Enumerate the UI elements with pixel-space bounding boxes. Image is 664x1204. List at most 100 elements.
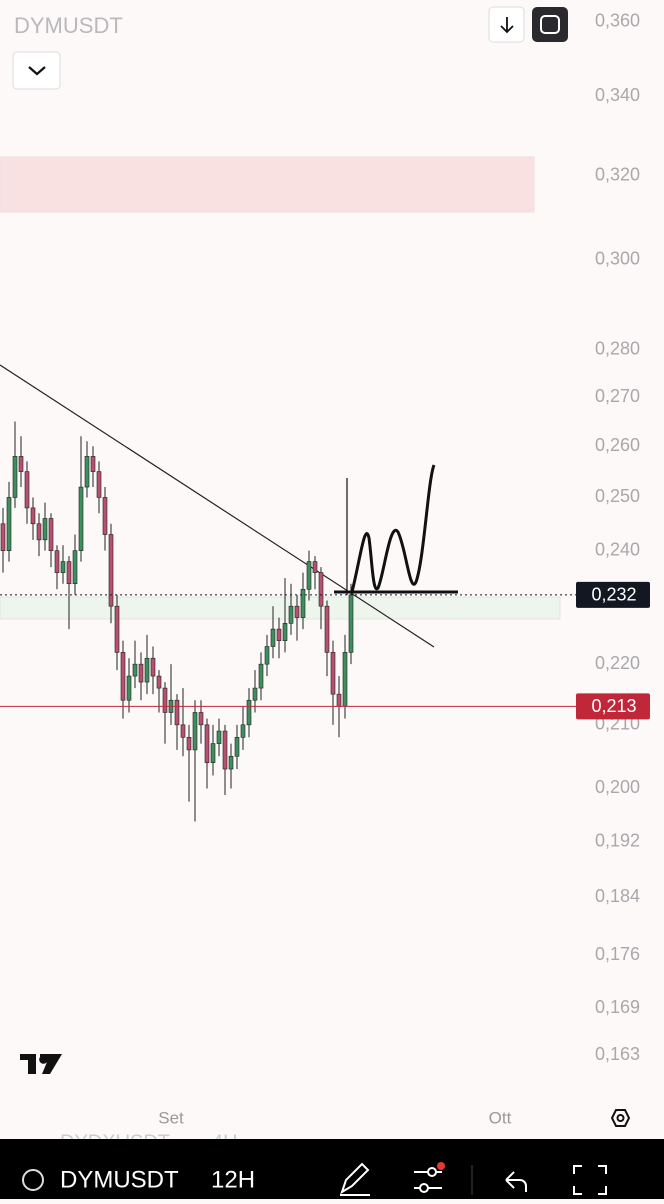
candle-body [282,623,288,641]
y-tick-label: 0,163 [595,1044,640,1064]
candle-body [174,699,180,726]
candle-body [300,588,306,618]
y-tick-label: 0,184 [595,886,640,906]
y-tick-label: 0,250 [595,486,640,506]
candle-body [258,663,264,689]
candle-body [54,550,60,573]
candle-body [342,652,348,707]
candle-body [234,737,240,757]
notification-dot [437,1162,445,1170]
candle-body [216,730,222,744]
chevron-icon [28,66,46,76]
candle-body [330,652,336,695]
indicators-icon [419,1183,429,1193]
fullscreen-icon[interactable] [573,1165,607,1195]
y-tick-label: 0,300 [595,248,640,268]
candle-body [0,523,6,551]
candle-body [204,724,210,763]
settings-icon[interactable] [610,1109,631,1127]
fullscreen-icon [540,15,560,34]
y-tick-label: 0,360 [595,11,640,31]
candle-body [48,518,54,551]
symbol-title: DYMUSDT [14,13,123,38]
arrow-icon [500,17,514,34]
draw-icon[interactable] [340,1162,370,1196]
candle-body [198,712,204,726]
footer-symbol[interactable]: DYMUSDT [60,1166,179,1193]
y-tick-label: 0,200 [595,777,640,797]
candle-body [210,743,216,763]
candle-body [24,471,30,509]
candle-body [306,561,312,590]
bottom-bar [0,1139,664,1199]
candle-body [108,534,114,607]
y-tick-label: 0,176 [595,944,640,964]
footer-interval[interactable]: 12H [211,1166,255,1193]
candle-body [132,663,138,677]
candle-body [78,486,84,551]
candle-body [18,456,24,472]
y-tick-label: 0,320 [595,164,640,184]
candle-body [162,687,168,713]
collapse-button[interactable] [12,51,61,90]
logo [20,1054,62,1074]
candle-body [348,594,354,653]
undo-icon[interactable] [505,1171,527,1192]
candle-body [180,724,186,738]
candle-body [126,675,132,701]
y-tick-label: 0,169 [595,997,640,1017]
candle-body [156,675,162,689]
candle-body [246,699,252,726]
y-tick-label: 0,280 [595,338,640,358]
candle-body [114,605,120,653]
candle-body [12,456,18,498]
price-tag-label: 0,213 [591,696,636,716]
candle-body [36,523,42,541]
candle-body [72,550,78,585]
candle-body [276,628,282,641]
candle-body [90,456,96,472]
fullscreen-button[interactable] [532,7,568,42]
supply-zone [0,156,535,213]
candle-body [96,471,102,498]
candle-body [102,497,108,535]
candle-body [30,507,36,525]
price-tag [576,693,650,720]
y-tick-label: 0,220 [595,653,640,673]
candle-body [324,605,330,653]
candle-body [318,572,324,607]
candle-body [288,605,294,624]
settings-icon [616,1114,625,1122]
symbol-icon[interactable] [22,1169,44,1191]
candle-body [138,663,144,683]
demand-zone [0,596,561,620]
candle-body [150,657,156,677]
y-tick-label: 0,240 [595,539,640,559]
candle-body [264,646,270,665]
candle-body [294,605,300,618]
candle-body [84,456,90,488]
candle-body [66,561,72,585]
candle-body [42,518,48,541]
candle-body [336,693,342,707]
y-tick-label: 0,192 [595,830,640,850]
price-tag [576,581,650,608]
candle-body [144,657,150,683]
candle-body [6,497,12,551]
candle-body [186,737,192,751]
x-label: Ott [489,1108,512,1127]
candle-body [252,687,258,701]
candle-body [222,730,228,770]
drawn-path [350,464,436,593]
y-tick-label: 0,270 [595,386,640,406]
plot [0,421,354,822]
indicators-icon [427,1167,437,1177]
candle-body [228,755,234,770]
y-tick-label: 0,340 [595,85,640,105]
candle-body [60,561,66,573]
x-label: Set [158,1108,184,1127]
candle-body [240,724,246,738]
y-tick-label: 0,260 [595,435,640,455]
